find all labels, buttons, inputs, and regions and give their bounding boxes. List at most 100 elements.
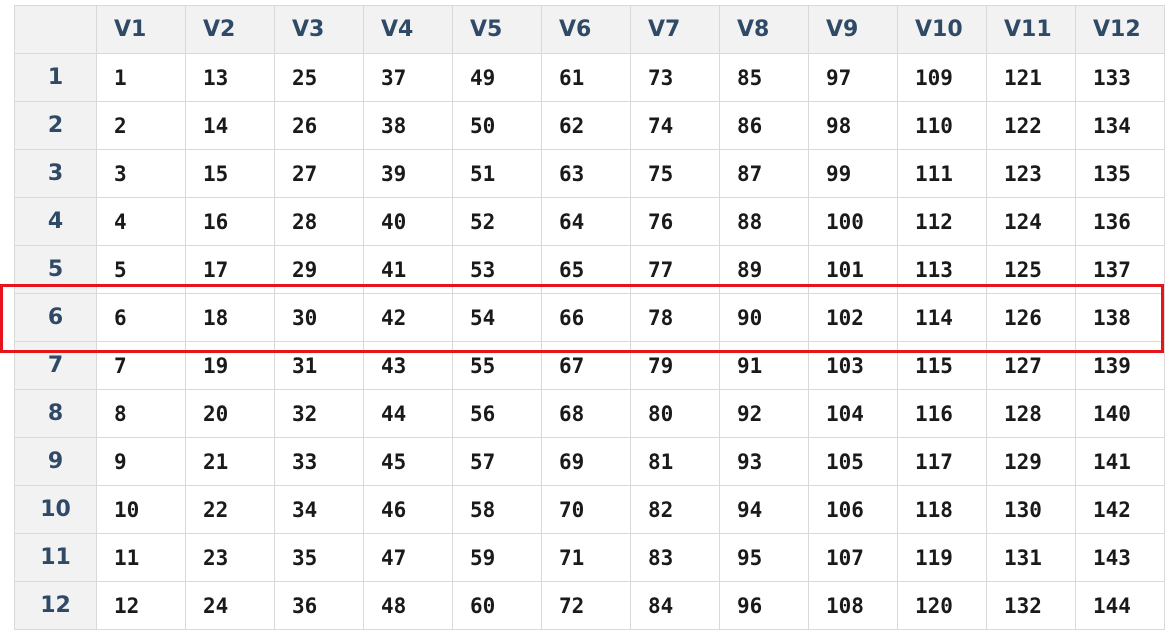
row-header[interactable]: 3 (14, 149, 97, 198)
table-cell[interactable]: 3 (96, 149, 186, 198)
table-cell[interactable]: 52 (452, 197, 542, 246)
column-header[interactable]: V2 (185, 5, 275, 54)
table-cell[interactable]: 88 (719, 197, 809, 246)
column-header[interactable]: V9 (808, 5, 898, 54)
table-cell[interactable]: 19 (185, 341, 275, 390)
table-cell[interactable]: 132 (986, 581, 1076, 630)
table-cell[interactable]: 42 (363, 293, 453, 342)
table-cell[interactable]: 111 (897, 149, 987, 198)
table-cell[interactable]: 80 (630, 389, 720, 438)
table-cell[interactable]: 59 (452, 533, 542, 582)
table-cell[interactable]: 41 (363, 245, 453, 294)
table-cell[interactable]: 5 (96, 245, 186, 294)
table-cell[interactable]: 134 (1075, 101, 1165, 150)
table-cell[interactable]: 99 (808, 149, 898, 198)
table-cell[interactable]: 135 (1075, 149, 1165, 198)
table-cell[interactable]: 107 (808, 533, 898, 582)
table-cell[interactable]: 45 (363, 437, 453, 486)
table-cell[interactable]: 74 (630, 101, 720, 150)
table-cell[interactable]: 56 (452, 389, 542, 438)
column-header[interactable]: V5 (452, 5, 542, 54)
column-header[interactable]: V11 (986, 5, 1076, 54)
table-cell[interactable]: 119 (897, 533, 987, 582)
table-cell[interactable]: 73 (630, 53, 720, 102)
table-cell[interactable]: 143 (1075, 533, 1165, 582)
table-cell[interactable]: 70 (541, 485, 631, 534)
table-cell[interactable]: 61 (541, 53, 631, 102)
table-cell[interactable]: 100 (808, 197, 898, 246)
table-cell[interactable]: 71 (541, 533, 631, 582)
table-cell[interactable]: 62 (541, 101, 631, 150)
table-cell[interactable]: 130 (986, 485, 1076, 534)
table-cell[interactable]: 92 (719, 389, 809, 438)
table-cell[interactable]: 55 (452, 341, 542, 390)
table-cell[interactable]: 98 (808, 101, 898, 150)
table-cell[interactable]: 65 (541, 245, 631, 294)
table-cell[interactable]: 97 (808, 53, 898, 102)
table-cell[interactable]: 57 (452, 437, 542, 486)
table-cell[interactable]: 6 (96, 293, 186, 342)
row-header[interactable]: 11 (14, 533, 97, 582)
table-cell[interactable]: 139 (1075, 341, 1165, 390)
table-cell[interactable]: 51 (452, 149, 542, 198)
table-cell[interactable]: 69 (541, 437, 631, 486)
table-cell[interactable]: 34 (274, 485, 364, 534)
column-header[interactable]: V8 (719, 5, 809, 54)
table-cell[interactable]: 94 (719, 485, 809, 534)
table-cell[interactable]: 64 (541, 197, 631, 246)
table-cell[interactable]: 49 (452, 53, 542, 102)
table-cell[interactable]: 141 (1075, 437, 1165, 486)
table-cell[interactable]: 30 (274, 293, 364, 342)
table-cell[interactable]: 84 (630, 581, 720, 630)
table-cell[interactable]: 17 (185, 245, 275, 294)
table-cell[interactable]: 81 (630, 437, 720, 486)
table-cell[interactable]: 110 (897, 101, 987, 150)
table-cell[interactable]: 78 (630, 293, 720, 342)
table-cell[interactable]: 105 (808, 437, 898, 486)
table-cell[interactable]: 122 (986, 101, 1076, 150)
table-cell[interactable]: 48 (363, 581, 453, 630)
table-cell[interactable]: 15 (185, 149, 275, 198)
table-cell[interactable]: 9 (96, 437, 186, 486)
table-cell[interactable]: 109 (897, 53, 987, 102)
table-cell[interactable]: 86 (719, 101, 809, 150)
table-cell[interactable]: 16 (185, 197, 275, 246)
table-cell[interactable]: 2 (96, 101, 186, 150)
column-header[interactable]: V10 (897, 5, 987, 54)
table-cell[interactable]: 13 (185, 53, 275, 102)
table-cell[interactable]: 124 (986, 197, 1076, 246)
table-cell[interactable]: 123 (986, 149, 1076, 198)
table-cell[interactable]: 46 (363, 485, 453, 534)
row-header[interactable]: 5 (14, 245, 97, 294)
table-cell[interactable]: 10 (96, 485, 186, 534)
table-cell[interactable]: 27 (274, 149, 364, 198)
table-cell[interactable]: 114 (897, 293, 987, 342)
table-cell[interactable]: 72 (541, 581, 631, 630)
row-header[interactable]: 10 (14, 485, 97, 534)
table-cell[interactable]: 33 (274, 437, 364, 486)
table-cell[interactable]: 26 (274, 101, 364, 150)
table-cell[interactable]: 75 (630, 149, 720, 198)
table-cell[interactable]: 1 (96, 53, 186, 102)
row-header[interactable]: 6 (14, 293, 97, 342)
table-cell[interactable]: 37 (363, 53, 453, 102)
table-cell[interactable]: 60 (452, 581, 542, 630)
table-cell[interactable]: 54 (452, 293, 542, 342)
row-header[interactable]: 9 (14, 437, 97, 486)
table-cell[interactable]: 101 (808, 245, 898, 294)
table-cell[interactable]: 85 (719, 53, 809, 102)
table-cell[interactable]: 103 (808, 341, 898, 390)
table-cell[interactable]: 31 (274, 341, 364, 390)
column-header[interactable]: V12 (1075, 5, 1165, 54)
table-cell[interactable]: 140 (1075, 389, 1165, 438)
table-cell[interactable]: 66 (541, 293, 631, 342)
table-cell[interactable]: 118 (897, 485, 987, 534)
table-cell[interactable]: 117 (897, 437, 987, 486)
table-cell[interactable]: 14 (185, 101, 275, 150)
table-cell[interactable]: 133 (1075, 53, 1165, 102)
column-header[interactable]: V1 (96, 5, 186, 54)
table-cell[interactable]: 18 (185, 293, 275, 342)
table-cell[interactable]: 79 (630, 341, 720, 390)
table-cell[interactable]: 93 (719, 437, 809, 486)
table-cell[interactable]: 125 (986, 245, 1076, 294)
